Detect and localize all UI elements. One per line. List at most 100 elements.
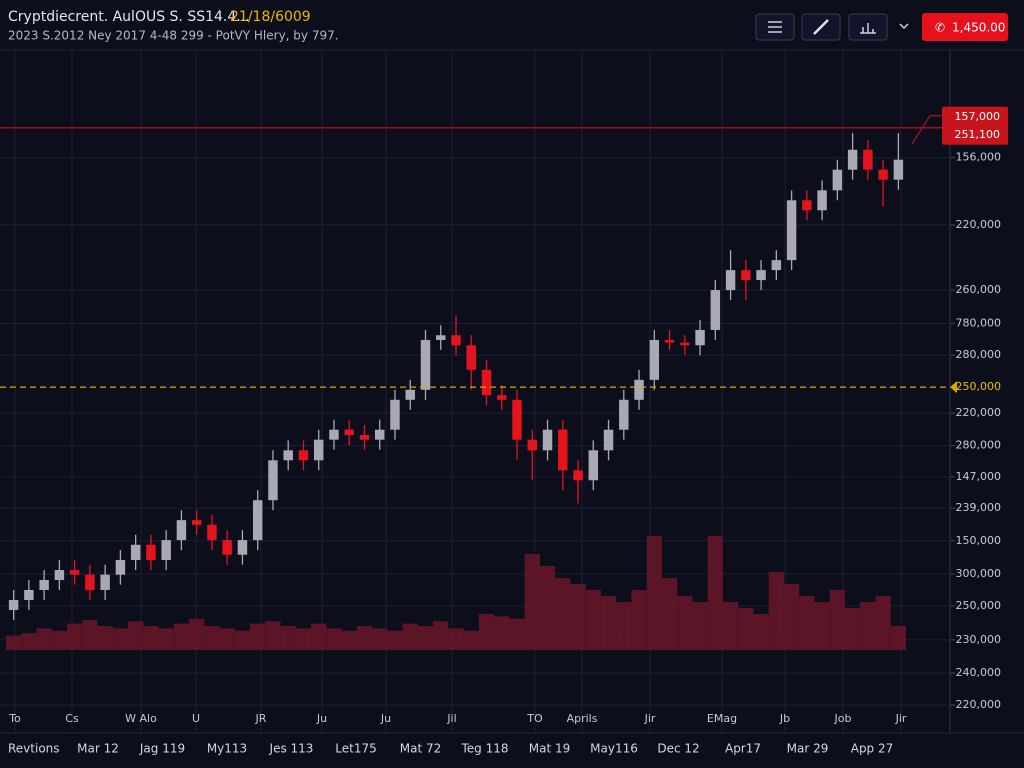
- chart-title: Cryptdiecrent. AulOUS S. SS14.4...: [8, 9, 250, 25]
- candle-body: [481, 369, 492, 396]
- volume-bar: [341, 630, 357, 650]
- y-tick-label: 260,000: [956, 283, 1002, 296]
- candle-body: [542, 429, 553, 451]
- price-label: 157,000: [955, 110, 1001, 123]
- y-tick-label: 239,000: [956, 501, 1002, 514]
- indicator-icon: [860, 23, 876, 34]
- candle-body: [512, 399, 522, 440]
- candle-body: [603, 429, 614, 451]
- nav-label: May116: [590, 742, 638, 756]
- candle-body: [390, 399, 400, 430]
- candle-body: [847, 149, 858, 170]
- candle-body: [146, 544, 156, 561]
- x-tick-label: EMag: [707, 712, 737, 725]
- volume-bar: [356, 626, 373, 650]
- volume-bar: [82, 620, 98, 650]
- nav-label: Mar 12: [77, 742, 119, 756]
- candle-body: [893, 159, 904, 180]
- nav-title: Revtions: [8, 742, 60, 756]
- volume-bar: [219, 628, 235, 650]
- x-tick-label: Jb: [779, 712, 790, 725]
- price-label: 250,000: [956, 380, 1002, 393]
- candle-body: [695, 329, 705, 346]
- candle-body: [54, 570, 65, 581]
- candle-body: [222, 540, 232, 555]
- candle-body: [771, 260, 782, 271]
- volume-bar: [36, 628, 52, 650]
- nav-label: Mat 72: [400, 742, 442, 756]
- volume-bar: [463, 630, 479, 650]
- volume-bar: [524, 554, 540, 650]
- nav-label: My113: [207, 742, 247, 756]
- x-tick-label: Jil: [446, 712, 456, 725]
- nav-label: Jes 113: [269, 742, 314, 756]
- y-tick-label: 280,000: [956, 348, 1002, 361]
- candle-body: [24, 589, 34, 600]
- candle-body: [497, 395, 507, 400]
- volume-bar: [158, 628, 174, 650]
- candle-body: [329, 429, 339, 440]
- y-tick-label: 230,000: [956, 633, 1002, 646]
- nav-label: Dec 12: [657, 742, 699, 756]
- x-tick-label: Jir: [895, 712, 907, 725]
- candle-body: [420, 339, 431, 390]
- y-tick-label: 780,000: [956, 316, 1002, 329]
- x-tick-label: Cs: [65, 712, 79, 725]
- volume-bar: [753, 614, 769, 650]
- nav-label: App 27: [851, 742, 894, 756]
- volume-bar: [143, 626, 159, 650]
- candle-body: [8, 599, 19, 610]
- volume-bars: [6, 536, 906, 650]
- dropdown-arrow[interactable]: [899, 23, 909, 30]
- volume-bar: [433, 621, 449, 650]
- candle-body: [466, 345, 476, 370]
- volume-bar: [173, 623, 190, 650]
- candle-body: [558, 429, 568, 471]
- volume-bar: [814, 602, 830, 650]
- nav-label: Teg 118: [460, 742, 508, 756]
- price-button[interactable]: [922, 13, 1008, 41]
- candle-body: [756, 270, 766, 281]
- x-tick-label: W Alo: [125, 712, 157, 725]
- volume-bar: [402, 623, 418, 650]
- candle-body: [664, 339, 675, 343]
- x-tick-label: Ju: [316, 712, 327, 725]
- volume-bar: [326, 628, 342, 650]
- y-tick-label: 220,000: [956, 406, 1002, 419]
- candle-body: [130, 544, 141, 561]
- y-tick-label: 280,000: [956, 439, 1002, 452]
- volume-bar: [539, 566, 556, 650]
- x-tick-label: JR: [255, 712, 267, 725]
- volume-bar: [631, 590, 647, 650]
- candle-body: [375, 429, 385, 440]
- volume-bar: [677, 596, 693, 650]
- candle-body: [741, 270, 751, 281]
- candle-body: [115, 560, 126, 575]
- y-tick-label: 150,000: [956, 534, 1002, 547]
- axes: 156,000 220,000 260,000 780,000 280,000 220,0…: [8, 151, 1001, 756]
- candle-body: [313, 439, 324, 461]
- price-marker: [950, 381, 957, 394]
- candle-body: [268, 460, 278, 501]
- volume-bar: [646, 536, 662, 650]
- candle-body: [207, 524, 217, 541]
- volume-bar: [265, 621, 281, 650]
- x-tick-label: Ju: [380, 712, 391, 725]
- candle-body: [176, 520, 187, 541]
- volume-bar: [494, 616, 510, 650]
- pen-icon: [813, 19, 829, 35]
- volume-bar: [890, 626, 906, 650]
- volume-bar: [509, 618, 525, 650]
- volume-bar: [860, 602, 876, 650]
- volume-bar: [555, 578, 571, 650]
- y-tick-label: 156,000: [956, 151, 1002, 164]
- candle-body: [100, 574, 110, 590]
- nav-label: Mat 19: [529, 742, 571, 756]
- volume-bar: [97, 626, 113, 650]
- candle-body: [69, 570, 80, 575]
- candle-body: [786, 200, 797, 261]
- candle-body: [405, 389, 415, 400]
- candle-body: [802, 200, 812, 211]
- volume-bar: [67, 623, 83, 650]
- candle-body: [436, 335, 446, 340]
